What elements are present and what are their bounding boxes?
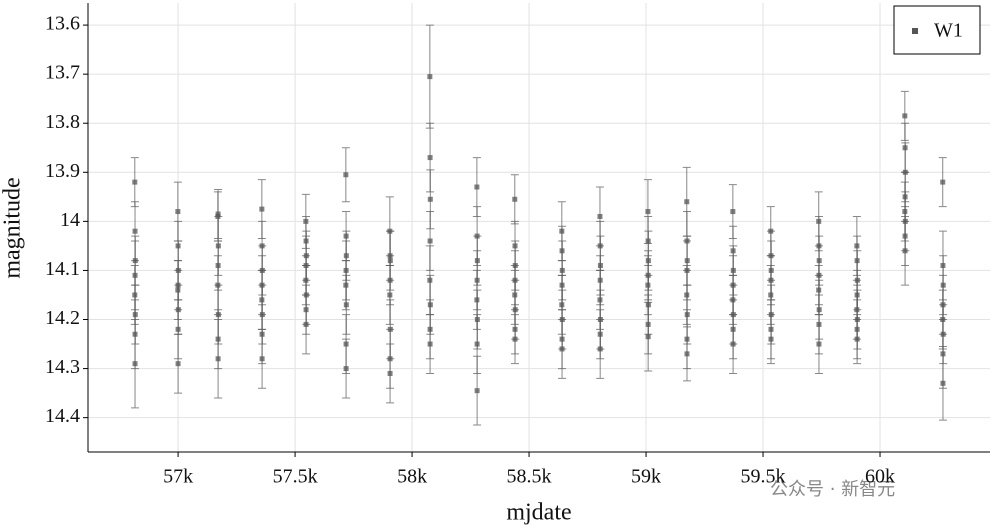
point: [474, 184, 480, 190]
point: [175, 209, 181, 215]
x-tick-label: 59k: [631, 466, 661, 488]
x-tick-label: 58.5k: [507, 466, 552, 488]
point: [132, 361, 138, 367]
point: [387, 292, 393, 298]
point: [768, 336, 774, 342]
y-tick-label: 13.9: [45, 160, 80, 182]
point: [427, 155, 433, 161]
y-tick-label: 14.1: [45, 258, 80, 280]
y-tick-label: 14.4: [45, 405, 80, 427]
x-tick-label: 60k: [865, 466, 895, 488]
point: [132, 179, 138, 185]
point: [303, 321, 309, 327]
point: [427, 238, 433, 244]
point: [597, 213, 603, 219]
point: [902, 113, 908, 119]
point: [259, 206, 265, 212]
y-tick-label: 14.3: [45, 356, 80, 378]
point: [645, 209, 651, 215]
point: [259, 356, 265, 362]
point: [175, 326, 181, 332]
point: [512, 336, 518, 342]
point: [427, 196, 433, 202]
y-tick-label: 13.6: [45, 13, 80, 35]
y-tick-label: 14.2: [45, 307, 80, 329]
x-axis-label: mjdate: [506, 500, 571, 526]
point: [132, 228, 138, 234]
y-tick-label: 13.8: [45, 111, 80, 133]
point: [215, 356, 221, 362]
legend-marker: [912, 28, 918, 34]
point: [940, 380, 946, 386]
legend-label: W1: [934, 20, 963, 42]
point: [730, 209, 736, 215]
point: [940, 179, 946, 185]
point: [387, 370, 393, 376]
point: [684, 351, 690, 357]
point: [816, 341, 822, 347]
point: [175, 361, 181, 367]
legend: W1: [893, 5, 981, 55]
legend-box: [893, 5, 981, 55]
x-tick-label: 59.5k: [741, 466, 786, 488]
point: [902, 248, 908, 254]
point: [730, 341, 736, 347]
point: [597, 346, 603, 352]
point: [559, 346, 565, 352]
point: [427, 341, 433, 347]
x-tick-label: 57.5k: [273, 466, 318, 488]
point: [645, 334, 651, 340]
point: [512, 196, 518, 202]
y-tick-label: 13.7: [45, 62, 80, 84]
point: [343, 366, 349, 372]
y-axis-label: magnitude: [0, 177, 26, 278]
point: [343, 172, 349, 178]
point: [474, 388, 480, 394]
marks: [130, 24, 948, 426]
grid: [88, 3, 990, 452]
point: [427, 74, 433, 80]
point: [854, 336, 860, 342]
point: [684, 199, 690, 205]
x-tick-label: 57k: [163, 466, 193, 488]
watermark: 公众号 · 新智元: [770, 479, 895, 500]
point: [474, 341, 480, 347]
point: [343, 302, 349, 308]
point: [215, 211, 221, 217]
x-tick-label: 58k: [397, 466, 427, 488]
y-tick-label: 14: [60, 209, 80, 231]
